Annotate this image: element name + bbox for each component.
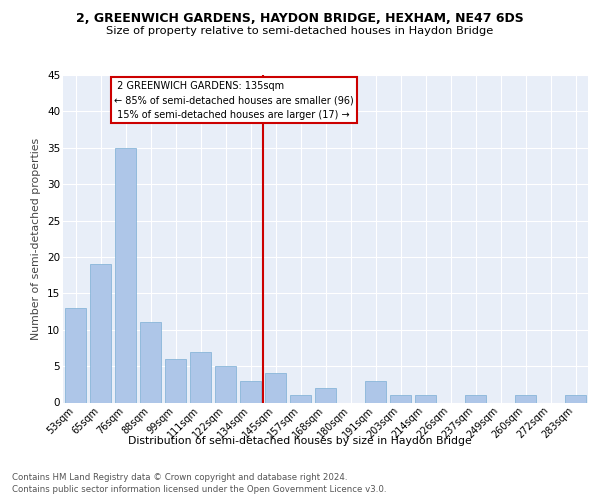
Bar <box>165 359 186 403</box>
Bar <box>240 380 261 402</box>
Bar <box>215 366 236 403</box>
Bar <box>265 374 286 402</box>
Bar <box>515 395 536 402</box>
Bar <box>415 395 436 402</box>
Text: Size of property relative to semi-detached houses in Haydon Bridge: Size of property relative to semi-detach… <box>106 26 494 36</box>
Bar <box>190 352 211 403</box>
Bar <box>65 308 86 402</box>
Text: Contains public sector information licensed under the Open Government Licence v3: Contains public sector information licen… <box>12 485 386 494</box>
Bar <box>465 395 486 402</box>
Text: 2 GREENWICH GARDENS: 135sqm
← 85% of semi-detached houses are smaller (96)
 15% : 2 GREENWICH GARDENS: 135sqm ← 85% of sem… <box>114 81 354 120</box>
Y-axis label: Number of semi-detached properties: Number of semi-detached properties <box>31 138 41 340</box>
Text: 2, GREENWICH GARDENS, HAYDON BRIDGE, HEXHAM, NE47 6DS: 2, GREENWICH GARDENS, HAYDON BRIDGE, HEX… <box>76 12 524 26</box>
Text: Contains HM Land Registry data © Crown copyright and database right 2024.: Contains HM Land Registry data © Crown c… <box>12 472 347 482</box>
Bar <box>290 395 311 402</box>
Bar <box>140 322 161 402</box>
Bar <box>115 148 136 403</box>
Bar <box>315 388 336 402</box>
Bar <box>90 264 111 402</box>
Bar <box>365 380 386 402</box>
Bar <box>390 395 411 402</box>
Bar <box>565 395 586 402</box>
Text: Distribution of semi-detached houses by size in Haydon Bridge: Distribution of semi-detached houses by … <box>128 436 472 446</box>
